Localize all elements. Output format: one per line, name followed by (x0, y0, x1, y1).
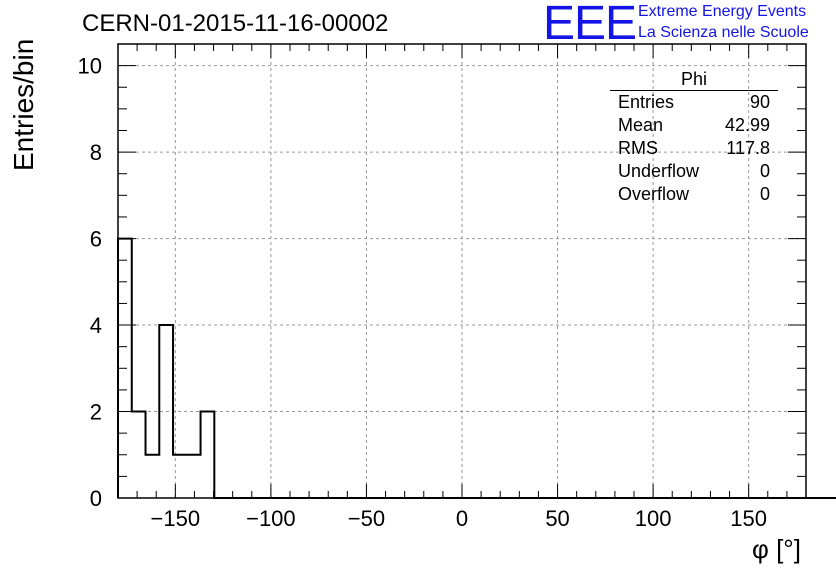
stats-box: Phi Entries 90 Mean 42.99 RMS 117.8 Underfl… (610, 68, 778, 206)
stats-value: 42.99 (724, 115, 770, 135)
histogram-bin (201, 412, 215, 498)
stats-label: Entries (618, 92, 675, 112)
y-tick-label: 2 (90, 400, 102, 425)
y-tick-label: 10 (78, 54, 102, 79)
x-tick-label: 0 (456, 506, 468, 531)
histogram-bin (146, 455, 160, 498)
histogram-bin (132, 412, 146, 498)
stats-row: Underflow 0 (610, 160, 778, 183)
stats-row: Overflow 0 (610, 183, 778, 206)
stats-label: RMS (618, 138, 658, 158)
stats-value: 0 (759, 161, 770, 181)
eee-logo: EEE (543, 0, 637, 50)
stats-value: 0 (759, 184, 770, 204)
stats-value: 90 (749, 92, 770, 112)
x-tick-label: 150 (730, 506, 767, 531)
stats-value: 117.8 (726, 138, 770, 158)
y-tick-label: 4 (90, 313, 102, 338)
stats-label: Underflow (618, 161, 700, 181)
x-tick-label: 50 (545, 506, 569, 531)
y-tick-label: 8 (90, 140, 102, 165)
x-tick-label: 100 (635, 506, 672, 531)
histogram-bin (187, 455, 201, 498)
x-tick-label: −100 (246, 506, 296, 531)
stats-row: Entries 90 (610, 91, 778, 114)
x-tick-label: −150 (151, 506, 201, 531)
x-tick-label: −50 (348, 506, 385, 531)
logo-line-2: La Scienza nelle Scuole (638, 24, 809, 41)
logo-line-1: Extreme Energy Events (638, 3, 807, 20)
y-tick-label: 6 (90, 227, 102, 252)
stats-row: Mean 42.99 (610, 114, 778, 137)
stats-label: Mean (618, 115, 664, 135)
y-axis-label: Entries/bin (8, 38, 39, 171)
x-axis-label: φ [°] (752, 534, 801, 564)
histogram-outline (117, 237, 836, 499)
plot-title: CERN-01-2015-11-16-00002 (82, 10, 389, 37)
stats-label: Overflow (618, 184, 690, 204)
y-tick-label: 0 (90, 486, 102, 511)
stats-title: Phi (610, 68, 778, 91)
stats-row: RMS 117.8 (610, 137, 778, 160)
